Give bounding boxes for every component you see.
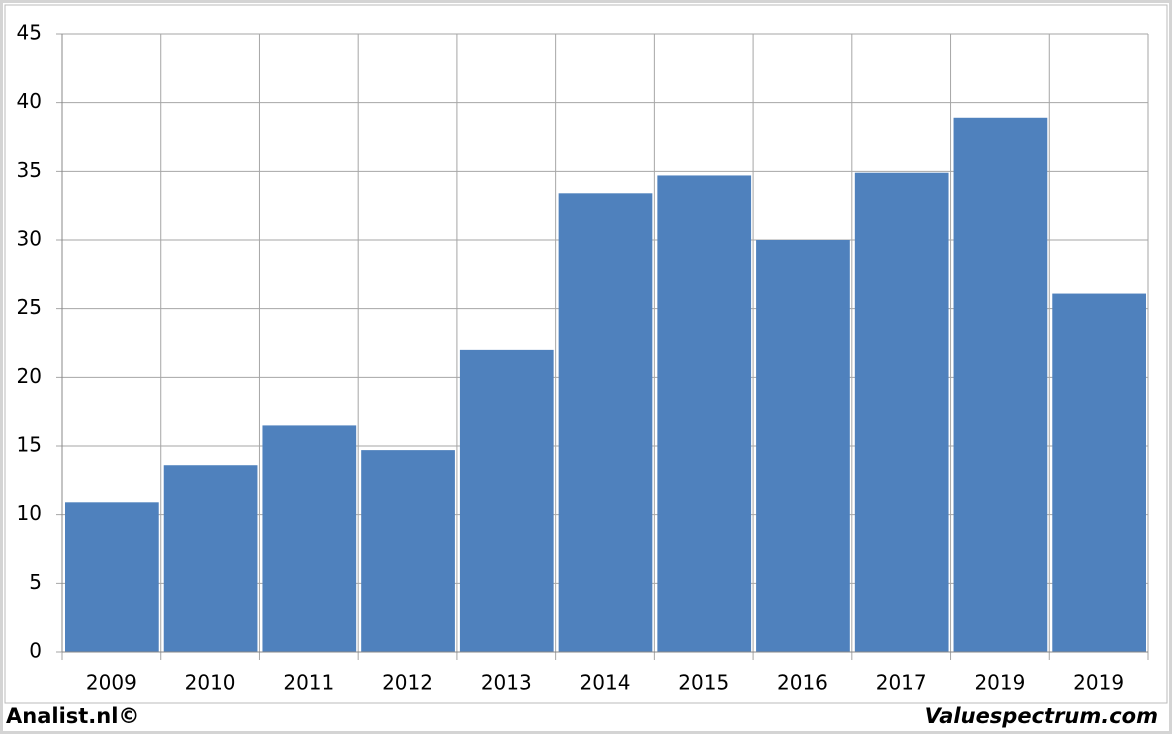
- y-tick-label: 40: [17, 89, 42, 113]
- footer-left: Analist.nl©: [6, 704, 139, 728]
- y-tick-label: 35: [17, 158, 42, 182]
- footer-right: Valuespectrum.com: [925, 704, 1158, 728]
- x-tick-label: 2014: [580, 671, 631, 695]
- y-tick-label: 20: [17, 364, 42, 388]
- x-tick-label: 2013: [481, 671, 532, 695]
- bar: [459, 349, 554, 652]
- bar: [65, 502, 159, 652]
- bar: [657, 175, 752, 652]
- x-tick-label: 2012: [382, 671, 433, 695]
- bar: [854, 172, 949, 652]
- y-tick-label: 30: [17, 227, 42, 251]
- bar: [361, 450, 455, 652]
- x-tick-label: 2011: [283, 671, 334, 695]
- x-tick-label: 2019: [1073, 671, 1124, 695]
- x-tick-label: 2009: [86, 671, 137, 695]
- y-tick-label: 10: [17, 501, 42, 525]
- x-tick-label: 2017: [876, 671, 927, 695]
- x-tick-label: 2016: [777, 671, 828, 695]
- y-tick-label: 45: [17, 21, 42, 45]
- bar: [558, 193, 653, 652]
- bar: [262, 425, 357, 652]
- x-tick-label: 2015: [678, 671, 729, 695]
- y-tick-label: 15: [17, 433, 42, 457]
- bar: [953, 117, 1048, 653]
- y-tick-label: 0: [29, 639, 42, 663]
- bar: [756, 240, 850, 652]
- x-tick-label: 2010: [185, 671, 236, 695]
- x-tick-label: 2019: [974, 671, 1025, 695]
- y-tick-label: 25: [17, 295, 42, 319]
- bar: [163, 465, 258, 652]
- y-tick-label: 5: [29, 570, 42, 594]
- bar: [1052, 293, 1146, 652]
